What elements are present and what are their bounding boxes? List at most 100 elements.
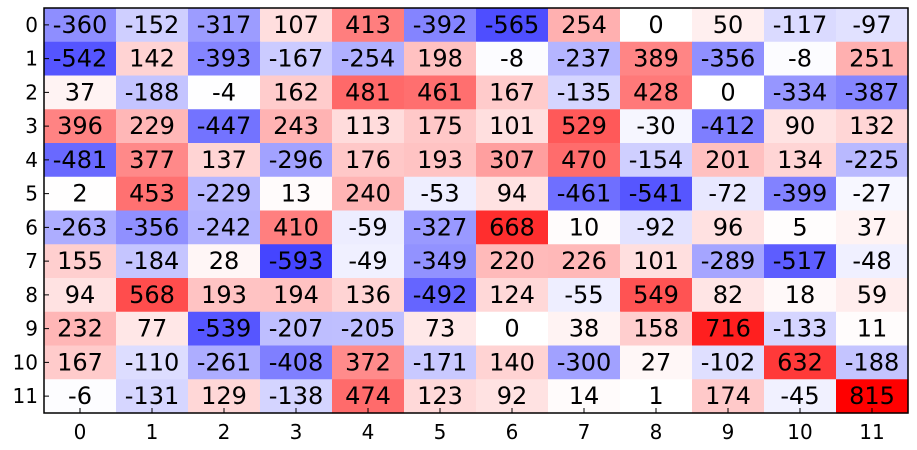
cell-value-label: 193 <box>201 281 247 309</box>
cell-value-label: 474 <box>345 382 391 410</box>
cell-value-label: 94 <box>497 180 528 208</box>
heatmap-cell-r2-c8 <box>620 75 693 110</box>
cell-value-label: -300 <box>557 348 611 376</box>
heatmap-cell-r10-c7 <box>548 345 621 380</box>
cell-value-label: 107 <box>273 11 319 39</box>
cell-value-label: 1 <box>648 382 663 410</box>
heatmap-cell-r0-c2 <box>188 8 261 43</box>
heatmap-cell-r8-c9 <box>692 278 765 313</box>
heatmap-cell-r4-c11 <box>836 143 909 178</box>
heatmap-cell-r8-c0 <box>44 278 117 313</box>
heatmap-cell-r5-c0 <box>44 176 117 212</box>
cell-value-label: -447 <box>197 112 251 140</box>
x-tick-label: 7 <box>578 420 591 444</box>
cell-value-label: 5 <box>792 213 807 241</box>
cell-value-label: -237 <box>557 45 611 73</box>
cell-value-label: -327 <box>413 213 467 241</box>
heatmap-cell-r2-c3 <box>260 75 333 110</box>
cell-value-label: 37 <box>857 213 888 241</box>
heatmap-cell-r4-c8 <box>620 143 693 178</box>
cell-value-label: 101 <box>489 112 535 140</box>
x-tick-label: 4 <box>362 420 375 444</box>
heatmap-cell-r1-c6 <box>476 41 549 77</box>
cell-value-label: -356 <box>125 213 179 241</box>
cell-value-label: 38 <box>569 315 600 343</box>
heatmap-cell-r7-c9 <box>692 244 765 279</box>
cell-value-label: 167 <box>489 78 535 106</box>
heatmap-cell-r9-c6 <box>476 311 549 347</box>
x-tick-label: 2 <box>218 420 231 444</box>
heatmap-cell-r3-c6 <box>476 109 549 144</box>
heatmap-cell-r10-c8 <box>620 345 693 380</box>
cell-value-label: 529 <box>561 112 607 140</box>
heatmap-cell-r9-c7 <box>548 311 621 347</box>
cell-value-label: 568 <box>129 281 175 309</box>
y-axis-ticks: 0 1 2 3 4 5 6 7 8 9 10 11 <box>13 13 49 408</box>
cell-value-label: -387 <box>845 78 899 106</box>
cell-value-label: 229 <box>129 112 175 140</box>
cell-value-label: -188 <box>125 78 179 106</box>
cell-value-labels: -360 -152 -317 107 413 -392 -565 254 0 50 -117 -97-… <box>53 11 899 410</box>
cell-value-label: 632 <box>777 348 823 376</box>
heatmap-cell-r2-c7 <box>548 75 621 110</box>
cell-value-label: -27 <box>852 180 891 208</box>
cell-value-label: -188 <box>845 348 899 376</box>
heatmap-cell-r9-c10 <box>764 311 837 347</box>
cell-value-label: -207 <box>269 315 323 343</box>
cell-value-label: 94 <box>65 281 96 309</box>
cell-value-label: -542 <box>53 45 107 73</box>
heatmap-cell-r10-c2 <box>188 345 261 380</box>
cell-value-label: 413 <box>345 11 391 39</box>
heatmap-cell-r2-c2 <box>188 75 261 110</box>
heatmap-cell-r1-c8 <box>620 41 693 77</box>
heatmap-cell-r5-c8 <box>620 176 693 212</box>
cell-value-label: 101 <box>633 247 679 275</box>
cell-value-label: -254 <box>341 45 395 73</box>
heatmap-cell-r0-c0 <box>44 8 117 43</box>
heatmap-cell-r1-c0 <box>44 41 117 77</box>
heatmap-cell-r10-c11 <box>836 345 909 380</box>
heatmap-cell-r5-c10 <box>764 176 837 212</box>
heatmap-cell-r1-c5 <box>404 41 477 77</box>
heatmap-cell-r5-c9 <box>692 176 765 212</box>
cell-value-label: 377 <box>129 146 175 174</box>
cell-value-label: -481 <box>53 146 107 174</box>
heatmap-cell-r9-c9 <box>692 311 765 347</box>
cell-value-label: 73 <box>425 315 456 343</box>
cell-value-label: -205 <box>341 315 395 343</box>
cell-value-label: -263 <box>53 213 107 241</box>
heatmap-cell-r3-c11 <box>836 109 909 144</box>
cell-value-label: -92 <box>636 213 675 241</box>
cell-value-label: 254 <box>561 11 607 39</box>
heatmap-cell-r11-c7 <box>548 379 621 414</box>
cell-value-label: -349 <box>413 247 467 275</box>
cell-value-label: 82 <box>713 281 744 309</box>
heatmap-cell-r2-c9 <box>692 75 765 110</box>
heatmap-cell-r9-c1 <box>116 311 189 347</box>
cell-value-label: 37 <box>65 78 96 106</box>
heatmap-cell-r8-c5 <box>404 278 477 313</box>
heatmap-cell-r5-c5 <box>404 176 477 212</box>
heatmap-cell-r7-c0 <box>44 244 117 279</box>
heatmap-cell-r4-c5 <box>404 143 477 178</box>
cell-value-label: 162 <box>273 78 319 106</box>
cell-value-label: 142 <box>129 45 175 73</box>
cell-value-label: 18 <box>785 281 816 309</box>
heatmap-cell-r3-c10 <box>764 109 837 144</box>
heatmap-cell-r6-c10 <box>764 210 837 245</box>
cell-value-label: -30 <box>636 112 675 140</box>
heatmap-cell-r2-c10 <box>764 75 837 110</box>
heatmap-cell-r7-c8 <box>620 244 693 279</box>
heatmap-cell-r3-c4 <box>332 109 405 144</box>
heatmap-cell-r8-c11 <box>836 278 909 313</box>
heatmap-cell-r8-c10 <box>764 278 837 313</box>
cell-value-label: -53 <box>420 180 459 208</box>
cell-value-label: 137 <box>201 146 247 174</box>
heatmap-cell-r11-c10 <box>764 379 837 414</box>
heatmap-cell-r6-c9 <box>692 210 765 245</box>
heatmap-cell-r1-c4 <box>332 41 405 77</box>
cell-value-label: -296 <box>269 146 323 174</box>
cell-value-label: -171 <box>413 348 467 376</box>
cell-value-label: 10 <box>569 213 600 241</box>
heatmap-cell-r6-c5 <box>404 210 477 245</box>
